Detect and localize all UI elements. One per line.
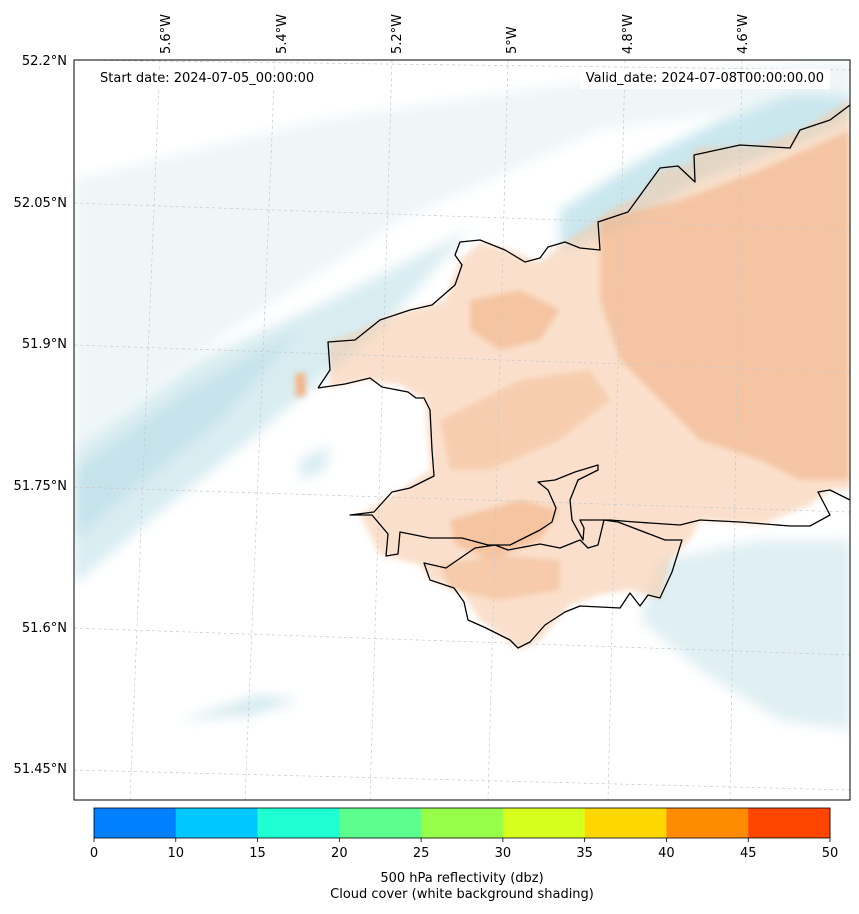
colorbar-bin bbox=[748, 808, 831, 838]
colorbar-bin bbox=[666, 808, 749, 838]
colorbar-bin bbox=[175, 808, 259, 838]
colorbar-tick-label: 25 bbox=[413, 846, 430, 861]
colorbar-tick-label: 0 bbox=[90, 846, 98, 861]
colorbar-bin bbox=[257, 808, 340, 838]
start-date-annotation: Start date: 2024-07-05_00:00:00 bbox=[94, 69, 321, 89]
colorbar-tick-label: 40 bbox=[658, 846, 675, 861]
lon-label: 4.8°W bbox=[621, 14, 636, 54]
colorbar-tick-label: 15 bbox=[249, 846, 266, 861]
lon-label: 4.6°W bbox=[736, 14, 751, 54]
colorbar-label-line2: Cloud cover (white background shading) bbox=[330, 887, 594, 902]
colorbar-tick-label: 10 bbox=[168, 846, 185, 861]
valid-date-annotation: Valid_date: 2024-07-08T00:00:00.00 bbox=[579, 69, 830, 89]
lat-label: 51.75°N bbox=[14, 479, 67, 494]
lat-label: 52.05°N bbox=[14, 196, 67, 211]
lon-label: 5.6°W bbox=[159, 14, 174, 54]
colorbar-label: 500 hPa reflectivity (dbz) Cloud cover (… bbox=[0, 871, 859, 903]
colorbar-bin bbox=[94, 808, 177, 838]
lon-tick-labels: 5.6°W 5.4°W 5.2°W 5°W 4.8°W 4.6°W bbox=[159, 14, 751, 54]
colorbar-bin bbox=[339, 808, 422, 838]
colorbar-tick-label: 35 bbox=[576, 846, 593, 861]
colorbar-tick-label: 20 bbox=[331, 846, 348, 861]
colorbar: 0 10 15 20 25 30 35 40 45 50 bbox=[90, 807, 839, 861]
colorbar-tick-label: 50 bbox=[822, 846, 839, 861]
colorbar-tick-label: 45 bbox=[740, 846, 757, 861]
lat-label: 51.9°N bbox=[22, 337, 67, 352]
lon-label: 5.4°W bbox=[275, 14, 290, 54]
colorbar-frame bbox=[93, 807, 831, 839]
colorbar-bin bbox=[421, 808, 504, 838]
lon-label: 5.2°W bbox=[390, 14, 405, 54]
coastline bbox=[317, 104, 850, 649]
lon-label: 5°W bbox=[505, 26, 520, 54]
map-area bbox=[74, 60, 850, 800]
lat-label: 51.45°N bbox=[14, 762, 67, 777]
lat-label: 52.2°N bbox=[22, 54, 67, 69]
map-frame bbox=[73, 59, 851, 801]
colorbar-label-line1: 500 hPa reflectivity (dbz) bbox=[380, 871, 544, 886]
colorbar-bin bbox=[584, 808, 667, 838]
lat-tick-labels: 52.2°N 52.05°N 51.9°N 51.75°N 51.6°N 51.… bbox=[14, 54, 67, 777]
lat-label: 51.6°N bbox=[22, 621, 67, 636]
colorbar-tick-label: 30 bbox=[495, 846, 512, 861]
colorbar-bin bbox=[502, 808, 586, 838]
land-shading bbox=[295, 100, 850, 650]
